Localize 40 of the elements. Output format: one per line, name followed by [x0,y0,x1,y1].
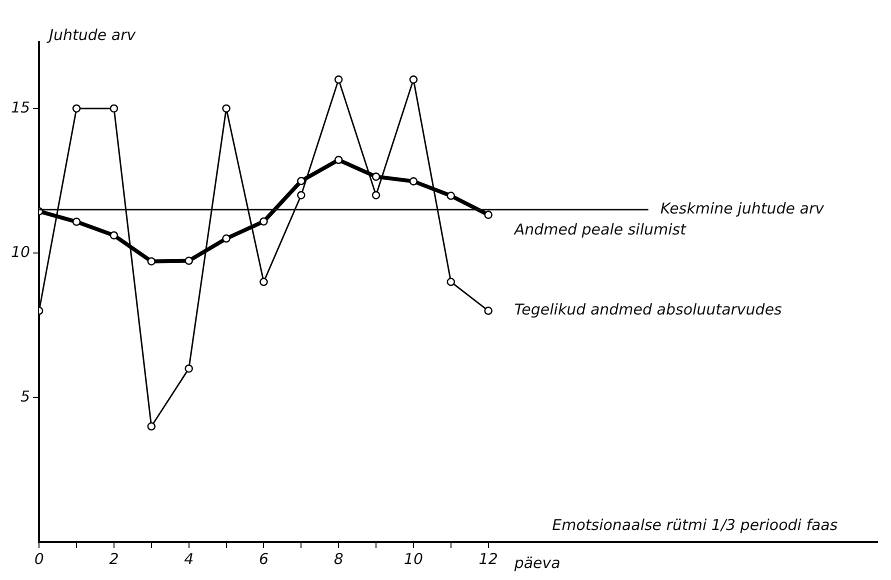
x-tick-label: 10 [404,550,424,568]
point [147,257,156,266]
point [260,278,268,286]
x-tick-label: 4 [184,550,194,568]
point [260,217,268,226]
point [297,191,306,200]
text: päeva [513,554,560,572]
x-tick-label: 8 [334,550,344,568]
point [222,234,230,243]
point [184,364,193,373]
point [334,156,343,164]
point [297,176,306,186]
point [409,177,418,186]
ref-line-label: Keskmine juhtude arv [660,200,826,218]
x-tick-label: 2 [109,550,119,568]
point [409,75,418,84]
point [372,191,380,200]
point [446,192,456,200]
point [72,104,81,113]
point [110,231,118,240]
y-tick-label: 15 [10,98,30,116]
point [484,306,492,315]
y-tick-label: 10 [10,242,30,261]
point [446,278,456,286]
x-tick-label: 6 [258,550,268,568]
x-tick-label: 12 [478,550,498,568]
y-tick-label: 5 [20,387,30,406]
point [110,104,118,113]
x-tick-label: 0 [34,550,44,568]
point [334,75,343,84]
series-label: Andmed peale silumist [513,220,688,239]
point [184,256,193,265]
y-axis-title: Juhtude arv [46,26,137,44]
point [72,218,81,226]
point [372,172,380,181]
point [222,104,230,113]
series-label: Tegelikud andmed absoluutarvudes [514,300,782,319]
point [147,422,156,431]
x-axis-title: Emotsionaalse rütmi 1/3 perioodi faas [552,516,838,534]
point [484,210,492,219]
